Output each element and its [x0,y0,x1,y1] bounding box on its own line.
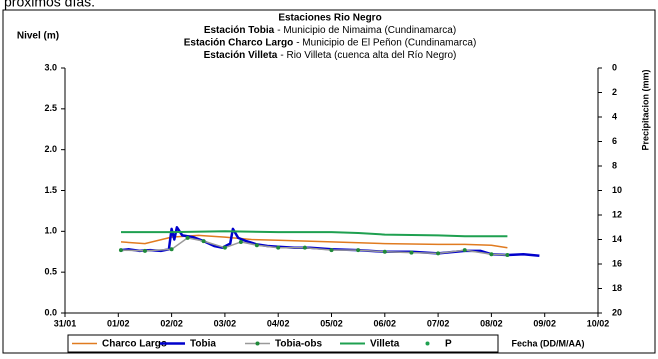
series-marker [185,235,190,240]
legend-marker [255,341,260,346]
series-marker [505,253,510,258]
caption: próximos días. [4,0,95,10]
series-marker [118,248,123,253]
y2-tick-label: 6 [612,136,617,146]
y2-axis-label: Precipitacion (mm) [640,69,650,150]
series-marker [436,251,441,256]
x-tick-label: 31/01 [54,318,77,328]
legend-label: P [445,339,452,350]
chart-subtitle: Estación Villeta - Rio Villeta (cuenca al… [204,50,457,61]
y2-tick-label: 10 [612,185,622,195]
series-marker [276,245,281,250]
x-tick-label: 08/02 [480,318,503,328]
series-marker [142,248,147,253]
y2-tick-label: 4 [612,111,617,121]
x-tick-label: 02/02 [160,318,183,328]
y2-tick-label: 20 [612,307,622,317]
y-axis-label: Nivel (m) [17,31,59,42]
legend-marker [425,341,430,346]
x-tick-label: 10/02 [587,318,610,328]
legend-label: Charco Largo [102,339,167,350]
x-tick-label: 05/02 [320,318,343,328]
legend-box [67,334,499,353]
series-marker [382,249,387,254]
series-marker [238,239,243,244]
subtitle-desc: - Rio Villeta (cuenca alta del Río Negro… [280,50,456,61]
y-tick-label: 2.0 [44,144,57,154]
y2-tick-label: 12 [612,209,622,219]
series-marker [169,247,174,252]
x-tick-label: 06/02 [374,318,397,328]
x-tick-label: 09/02 [533,318,556,328]
y-tick-label: 1.5 [44,185,57,195]
x-tick-label: 04/02 [267,318,290,328]
series-marker [201,239,206,244]
series-marker [222,245,227,250]
y-tick-label: 0.0 [44,307,57,317]
y2-tick-label: 18 [612,283,622,293]
subtitle-station: Estación Charco Largo [184,37,293,48]
y2-tick-label: 0 [612,62,617,72]
y2-tick-label: 14 [612,234,622,244]
series-marker [356,248,361,253]
legend-label: Villeta [370,339,400,350]
y-tick-label: 1.0 [44,226,57,236]
y2-tick-label: 8 [612,160,617,170]
y-tick-label: 0.5 [44,267,57,277]
y-tick-label: 3.0 [44,62,57,72]
subtitle-station: Estación Villeta [204,50,278,61]
subtitle-desc: - Municipio de Nimaima (Cundinamarca) [277,25,456,36]
x-tick-label: 03/02 [214,318,237,328]
x-tick-label: 01/02 [107,318,130,328]
x-axis-label: Fecha (DD/M/AA) [511,338,584,348]
series-marker [462,248,467,253]
y2-tick-label: 16 [612,258,622,268]
subtitle-station: Estación Tobia [204,25,275,36]
y-tick-label: 2.5 [44,103,57,113]
y2-tick-label: 2 [612,87,617,97]
series-marker [302,245,307,250]
series-marker [254,243,259,248]
x-tick-label: 07/02 [427,318,450,328]
legend-label: Tobia [190,339,216,350]
chart-title: Estaciones Rio Negro [278,13,381,24]
series-marker [409,250,414,255]
subtitle-desc: - Municipio de El Peñon (Cundinamarca) [296,37,476,48]
series-marker [329,248,334,253]
series-line [120,237,508,256]
chart-subtitle: Estación Tobia - Municipio de Nimaima (Cu… [204,25,456,36]
chart-subtitle: Estación Charco Largo - Municipio de El P… [184,37,477,48]
series-marker [489,252,494,257]
chart-frame [2,9,656,354]
legend-label: Tobia-obs [275,339,322,350]
series-line [121,230,508,238]
